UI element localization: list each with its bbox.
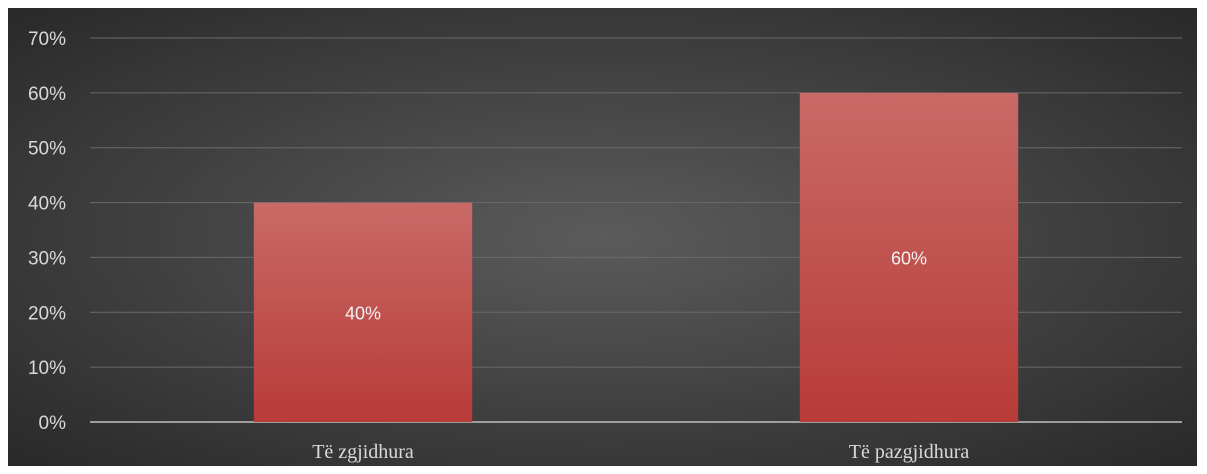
chart-background [8, 8, 1197, 466]
y-tick-label: 30% [28, 248, 66, 269]
data-label: 40% [345, 303, 381, 323]
x-tick-label: Të zgjidhura [312, 441, 414, 463]
data-label: 60% [891, 248, 927, 268]
x-tick-label: Të pazgjidhura [849, 441, 970, 463]
bar [799, 92, 1019, 422]
y-tick-label: 60% [28, 84, 66, 105]
y-tick-label: 40% [28, 194, 66, 215]
y-tick-label: 50% [28, 139, 66, 160]
y-tick-label: 0% [39, 413, 67, 434]
y-tick-label: 20% [28, 303, 66, 324]
y-tick-label: 10% [28, 358, 66, 379]
y-tick-label: 70% [28, 29, 66, 50]
bar [253, 202, 473, 422]
